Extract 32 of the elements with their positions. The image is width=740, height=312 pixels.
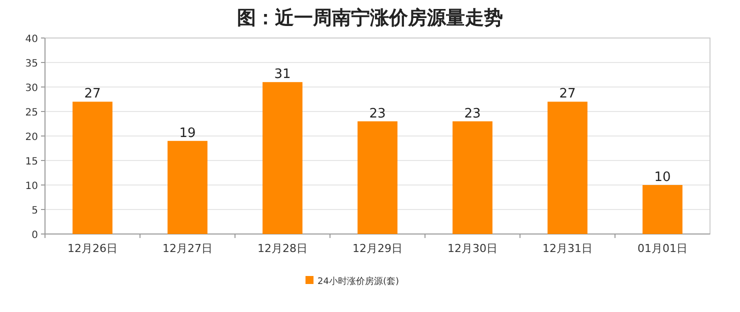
x-tick-label: 12月28日	[258, 242, 308, 255]
y-tick-label: 25	[25, 108, 38, 118]
y-tick-label: 40	[25, 34, 38, 45]
y-tick-label: 15	[25, 156, 38, 168]
y-tick-label: 30	[25, 83, 38, 94]
data-label: 10	[654, 170, 671, 185]
bar	[452, 121, 492, 234]
data-label: 23	[464, 106, 481, 122]
data-label: 23	[369, 106, 386, 122]
legend-label: 24小时涨价房源(套)	[318, 276, 399, 287]
x-tick-label: 12月30日	[448, 242, 498, 255]
data-label: 27	[559, 86, 576, 102]
x-tick-label: 12月29日	[352, 242, 402, 255]
bar	[642, 185, 682, 234]
bar	[168, 140, 208, 234]
data-label: 19	[179, 126, 196, 141]
y-tick-label: 0	[32, 230, 38, 241]
bar	[262, 82, 302, 234]
bar	[548, 102, 588, 234]
x-tick-label: 12月27日	[162, 242, 212, 255]
x-tick-label: 12月26日	[68, 242, 118, 255]
chart-title: 图：近一周南宁涨价房源量走势	[237, 7, 503, 29]
y-tick-label: 20	[25, 132, 38, 143]
bar	[358, 121, 398, 234]
y-tick-label: 10	[25, 181, 38, 192]
x-tick-label: 01月01日	[638, 242, 688, 255]
y-tick-label: 5	[32, 206, 38, 216]
y-tick-label: 35	[25, 58, 38, 70]
x-tick-label: 12月31日	[542, 242, 592, 255]
data-label: 27	[84, 86, 101, 102]
data-label: 31	[274, 67, 291, 82]
bar	[72, 102, 112, 234]
